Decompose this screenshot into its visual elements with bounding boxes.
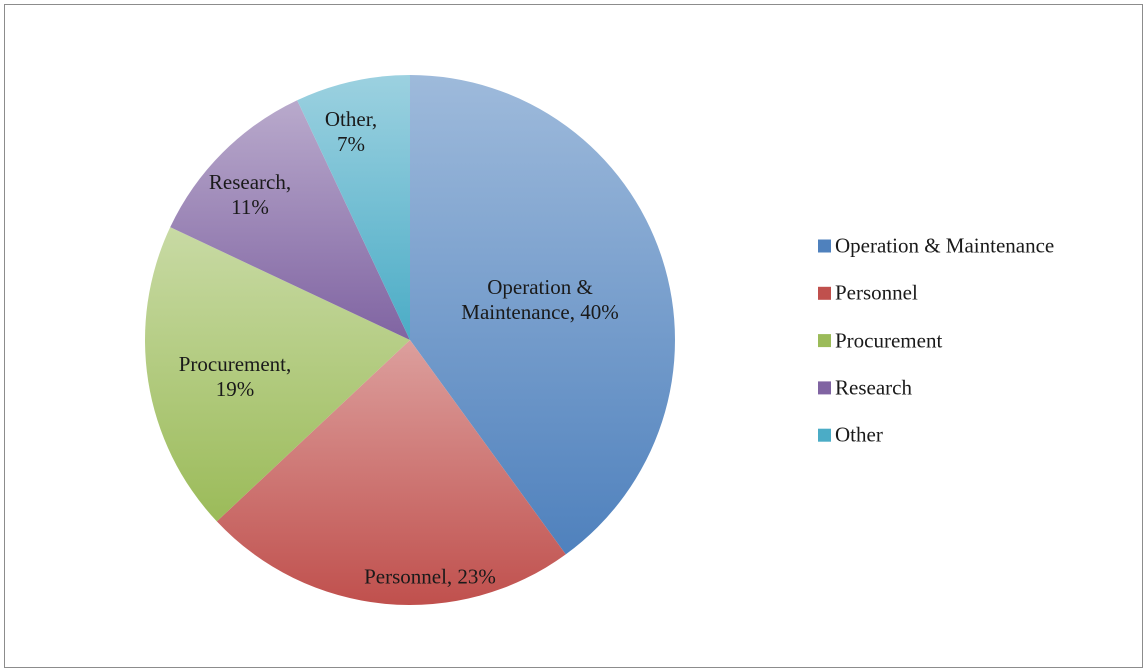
legend-swatch <box>818 239 831 253</box>
legend-label: Operation & Maintenance <box>835 233 1055 258</box>
data-label: Other, 7% <box>324 107 378 156</box>
legend-label: Other <box>835 422 883 447</box>
data-label: Personnel, 23% <box>364 564 496 589</box>
legend-swatch <box>818 286 831 300</box>
legend-label: Procurement <box>835 328 943 353</box>
data-label: Research, 11% <box>208 170 292 219</box>
pie-slice <box>170 100 410 341</box>
pie-slice <box>145 227 411 522</box>
data-label: Operation & Maintenance, 40% <box>461 275 619 324</box>
pie-slice <box>410 75 675 555</box>
legend-swatch <box>818 381 831 395</box>
legend-label: Research <box>835 375 912 400</box>
pie-slice <box>216 340 566 605</box>
legend-swatch <box>818 334 831 348</box>
legend-swatch <box>818 428 831 442</box>
data-label: Procurement, 19% <box>178 352 292 401</box>
pie-slice <box>297 75 410 340</box>
legend-label: Personnel <box>835 280 918 305</box>
